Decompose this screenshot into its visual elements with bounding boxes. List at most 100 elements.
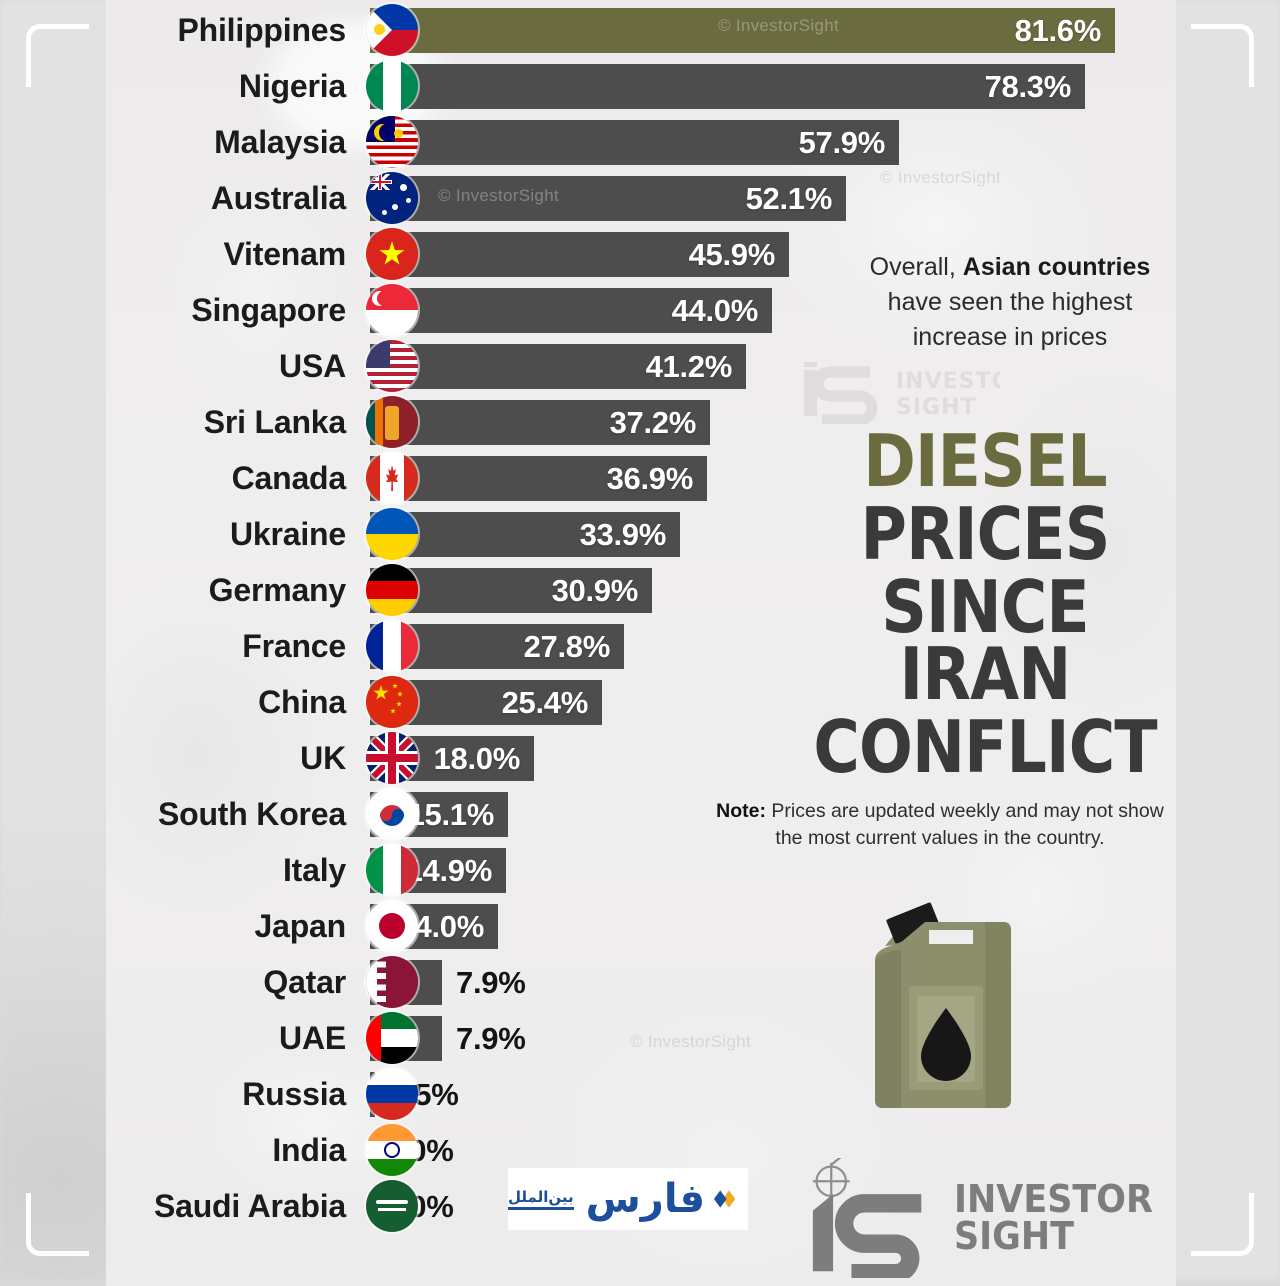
corner-bracket-bottom-left <box>26 1193 89 1256</box>
bar: 45.9% <box>370 232 789 277</box>
title-line-2: PRICES <box>860 491 1111 576</box>
flag-icon-singapore <box>366 284 418 336</box>
note-line2: the most current values in the country. <box>775 827 1105 849</box>
chart-row: France 27.8% <box>0 618 1280 674</box>
flag-icon-vietnam <box>366 228 418 280</box>
country-label: Qatar <box>263 964 346 1000</box>
flag-icon-qatar <box>366 956 418 1008</box>
bar-value-label: 14.9% <box>405 852 493 888</box>
country-label: USA <box>279 348 346 384</box>
flag-icon-uae <box>366 1012 418 1064</box>
kicker-line3: increase in prices <box>912 323 1108 351</box>
bar: 44.0% <box>370 288 772 333</box>
title-line-1: DIESEL <box>863 419 1107 503</box>
title-line-4: CONFLICT <box>813 704 1157 789</box>
chart-row: Australia 52.1% <box>0 170 1280 226</box>
chart-row: China 25.4% <box>0 674 1280 730</box>
bar-value-label: 7.9% <box>456 965 526 1000</box>
flag-icon-malaysia <box>366 116 418 168</box>
flag-icon-uk <box>366 732 418 784</box>
country-label: India <box>272 1132 346 1168</box>
flag-icon-india <box>366 1124 418 1176</box>
country-label: Nigeria <box>238 68 346 104</box>
flag-icon-nigeria <box>366 60 418 112</box>
flag-icon-russia <box>366 1068 418 1120</box>
bar-value-label: 7.9% <box>456 1021 526 1056</box>
bar-value-label: 78.3% <box>984 68 1072 104</box>
investorsight-logo: INVESTOR SIGHT <box>800 1158 1170 1278</box>
flag-icon-china <box>366 676 418 728</box>
bar-value-label: 18.0% <box>433 740 521 776</box>
bar-value-label: 33.9% <box>579 516 667 552</box>
country-label: Saudi Arabia <box>153 1188 346 1224</box>
country-label: France <box>242 628 346 664</box>
kicker-line2: have seen the highest <box>887 288 1133 316</box>
bar: 36.9% <box>370 456 707 501</box>
chart-row: Nigeria 78.3% <box>0 58 1280 114</box>
chart-row: USA 41.2% <box>0 338 1280 394</box>
country-label: Japan <box>254 908 347 944</box>
flag-icon-italy <box>366 844 418 896</box>
bar: 78.3% <box>370 64 1085 109</box>
flag-icon-australia <box>366 172 418 224</box>
country-label: Sri Lanka <box>203 404 346 440</box>
chart-row: Italy 14.9% <box>0 842 1280 898</box>
brand-line-2: SIGHT <box>953 1214 1074 1258</box>
country-label: Vitenam <box>223 236 346 272</box>
kicker-line1-bold: Asian countries <box>962 253 1151 281</box>
chart-row: Sri Lanka 37.2% <box>0 394 1280 450</box>
bar-value-label: 15.1% <box>407 796 495 832</box>
kicker-text: Overall, Asian countries have seen the h… <box>836 250 1184 355</box>
flag-icon-germany <box>366 564 418 616</box>
fars-name-label: فارس <box>585 1176 706 1222</box>
chart-row: Germany 30.9% <box>0 562 1280 618</box>
fars-news-logo: بین‌الملل فارس <box>508 1168 748 1230</box>
country-label: Germany <box>208 572 347 608</box>
chart-row: Vitenam 45.9% <box>0 226 1280 282</box>
chart-row: Singapore 44.0% <box>0 282 1280 338</box>
chart-row: Malaysia 57.9% <box>0 114 1280 170</box>
flag-icon-philippines <box>366 4 418 56</box>
flag-icon-canada <box>366 452 418 504</box>
bar: 33.9% <box>370 512 680 557</box>
title-line-3: SINCE IRAN <box>881 564 1090 716</box>
bar-value-label: 37.2% <box>609 404 697 440</box>
chart-row: Russia 0.5% <box>0 1066 1280 1122</box>
chart-row: Qatar 7.9% <box>0 954 1280 1010</box>
bar-value-label: 45.9% <box>688 236 776 272</box>
country-label: China <box>258 684 346 720</box>
bar: 57.9% <box>370 120 899 165</box>
bar-value-label: 41.2% <box>645 348 733 384</box>
investorsight-monogram-icon <box>812 1158 922 1278</box>
bar: 52.1% <box>370 176 846 221</box>
country-label: Australia <box>210 180 346 216</box>
bar-value-label: 57.9% <box>798 124 886 160</box>
flag-icon-ukraine <box>366 508 418 560</box>
corner-bracket-bottom-right <box>1191 1193 1254 1256</box>
country-label: Italy <box>282 852 346 888</box>
chart-row: UAE 7.9% <box>0 1010 1280 1066</box>
flag-icon-france <box>366 620 418 672</box>
brand-line-1: INVESTOR <box>953 1176 1153 1221</box>
bar: 37.2% <box>370 400 710 445</box>
bar: 41.2% <box>370 344 746 389</box>
chart-row: India 0.0% <box>0 1122 1280 1178</box>
chart-row: Philippines 81.6% <box>0 2 1280 58</box>
flag-icon-japan <box>366 900 418 952</box>
corner-bracket-top-left <box>26 24 89 87</box>
crosshair-icon <box>812 1158 850 1200</box>
flag-icon-south-korea <box>366 788 418 840</box>
flag-icon-sri-lanka <box>366 396 418 448</box>
investorsight-wordmark: INVESTOR SIGHT <box>953 1176 1153 1258</box>
bar: 81.6% <box>370 8 1115 53</box>
bar-value-label: 36.9% <box>606 460 694 496</box>
bar-value-label: 30.9% <box>551 572 639 608</box>
bar-value-label: 25.4% <box>501 684 589 720</box>
country-label: Russia <box>242 1076 346 1112</box>
bar-value-label: 27.8% <box>523 628 611 664</box>
country-label: South Korea <box>157 796 346 832</box>
country-label: Ukraine <box>230 516 346 552</box>
country-label: Philippines <box>177 12 347 48</box>
country-label: Singapore <box>191 292 346 328</box>
